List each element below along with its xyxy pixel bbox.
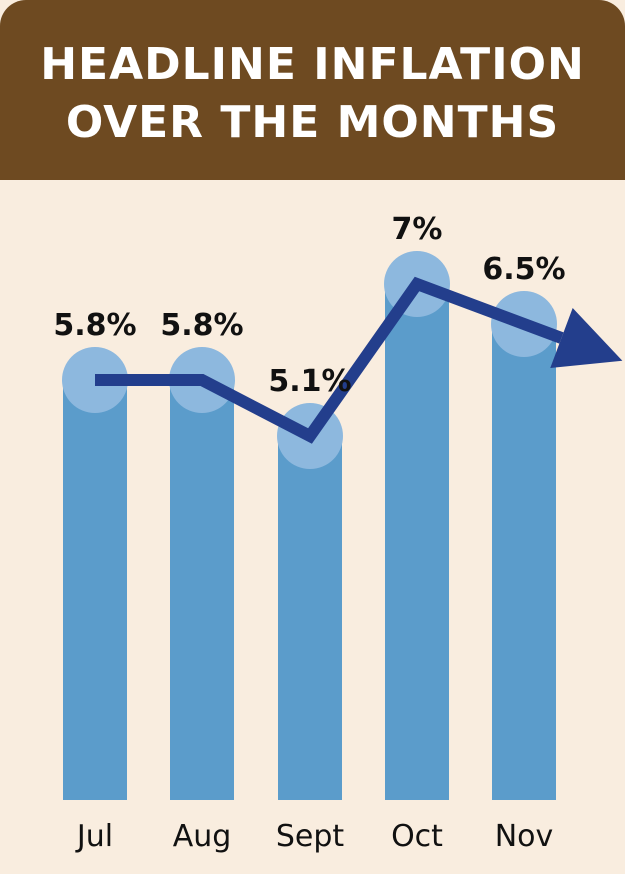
x-tick-label-sept: Sept	[276, 819, 345, 854]
x-tick-label-oct: Oct	[391, 819, 443, 854]
bar-aug	[170, 380, 234, 800]
bar-jul	[63, 380, 127, 800]
trend-line	[95, 276, 564, 444]
x-tick-label-nov: Nov	[495, 819, 554, 854]
value-label-sept: 5.1%	[268, 364, 351, 399]
chart-title-line-2: OVER THE MONTHS	[65, 97, 560, 148]
value-label-oct: 7%	[392, 212, 443, 247]
x-tick-label-aug: Aug	[173, 819, 232, 854]
value-label-nov: 6.5%	[482, 252, 565, 287]
chart-title-line-1: HEADLINE INFLATION	[40, 39, 585, 90]
bar-oct	[385, 284, 449, 800]
bar-sept	[278, 436, 342, 800]
bar-nov	[492, 324, 556, 800]
value-label-aug: 5.8%	[160, 308, 243, 343]
x-tick-label-jul: Jul	[75, 819, 113, 854]
trend-arrowhead	[550, 308, 623, 368]
value-label-jul: 5.8%	[53, 308, 136, 343]
title-banner: HEADLINE INFLATION OVER THE MONTHS	[0, 0, 625, 180]
